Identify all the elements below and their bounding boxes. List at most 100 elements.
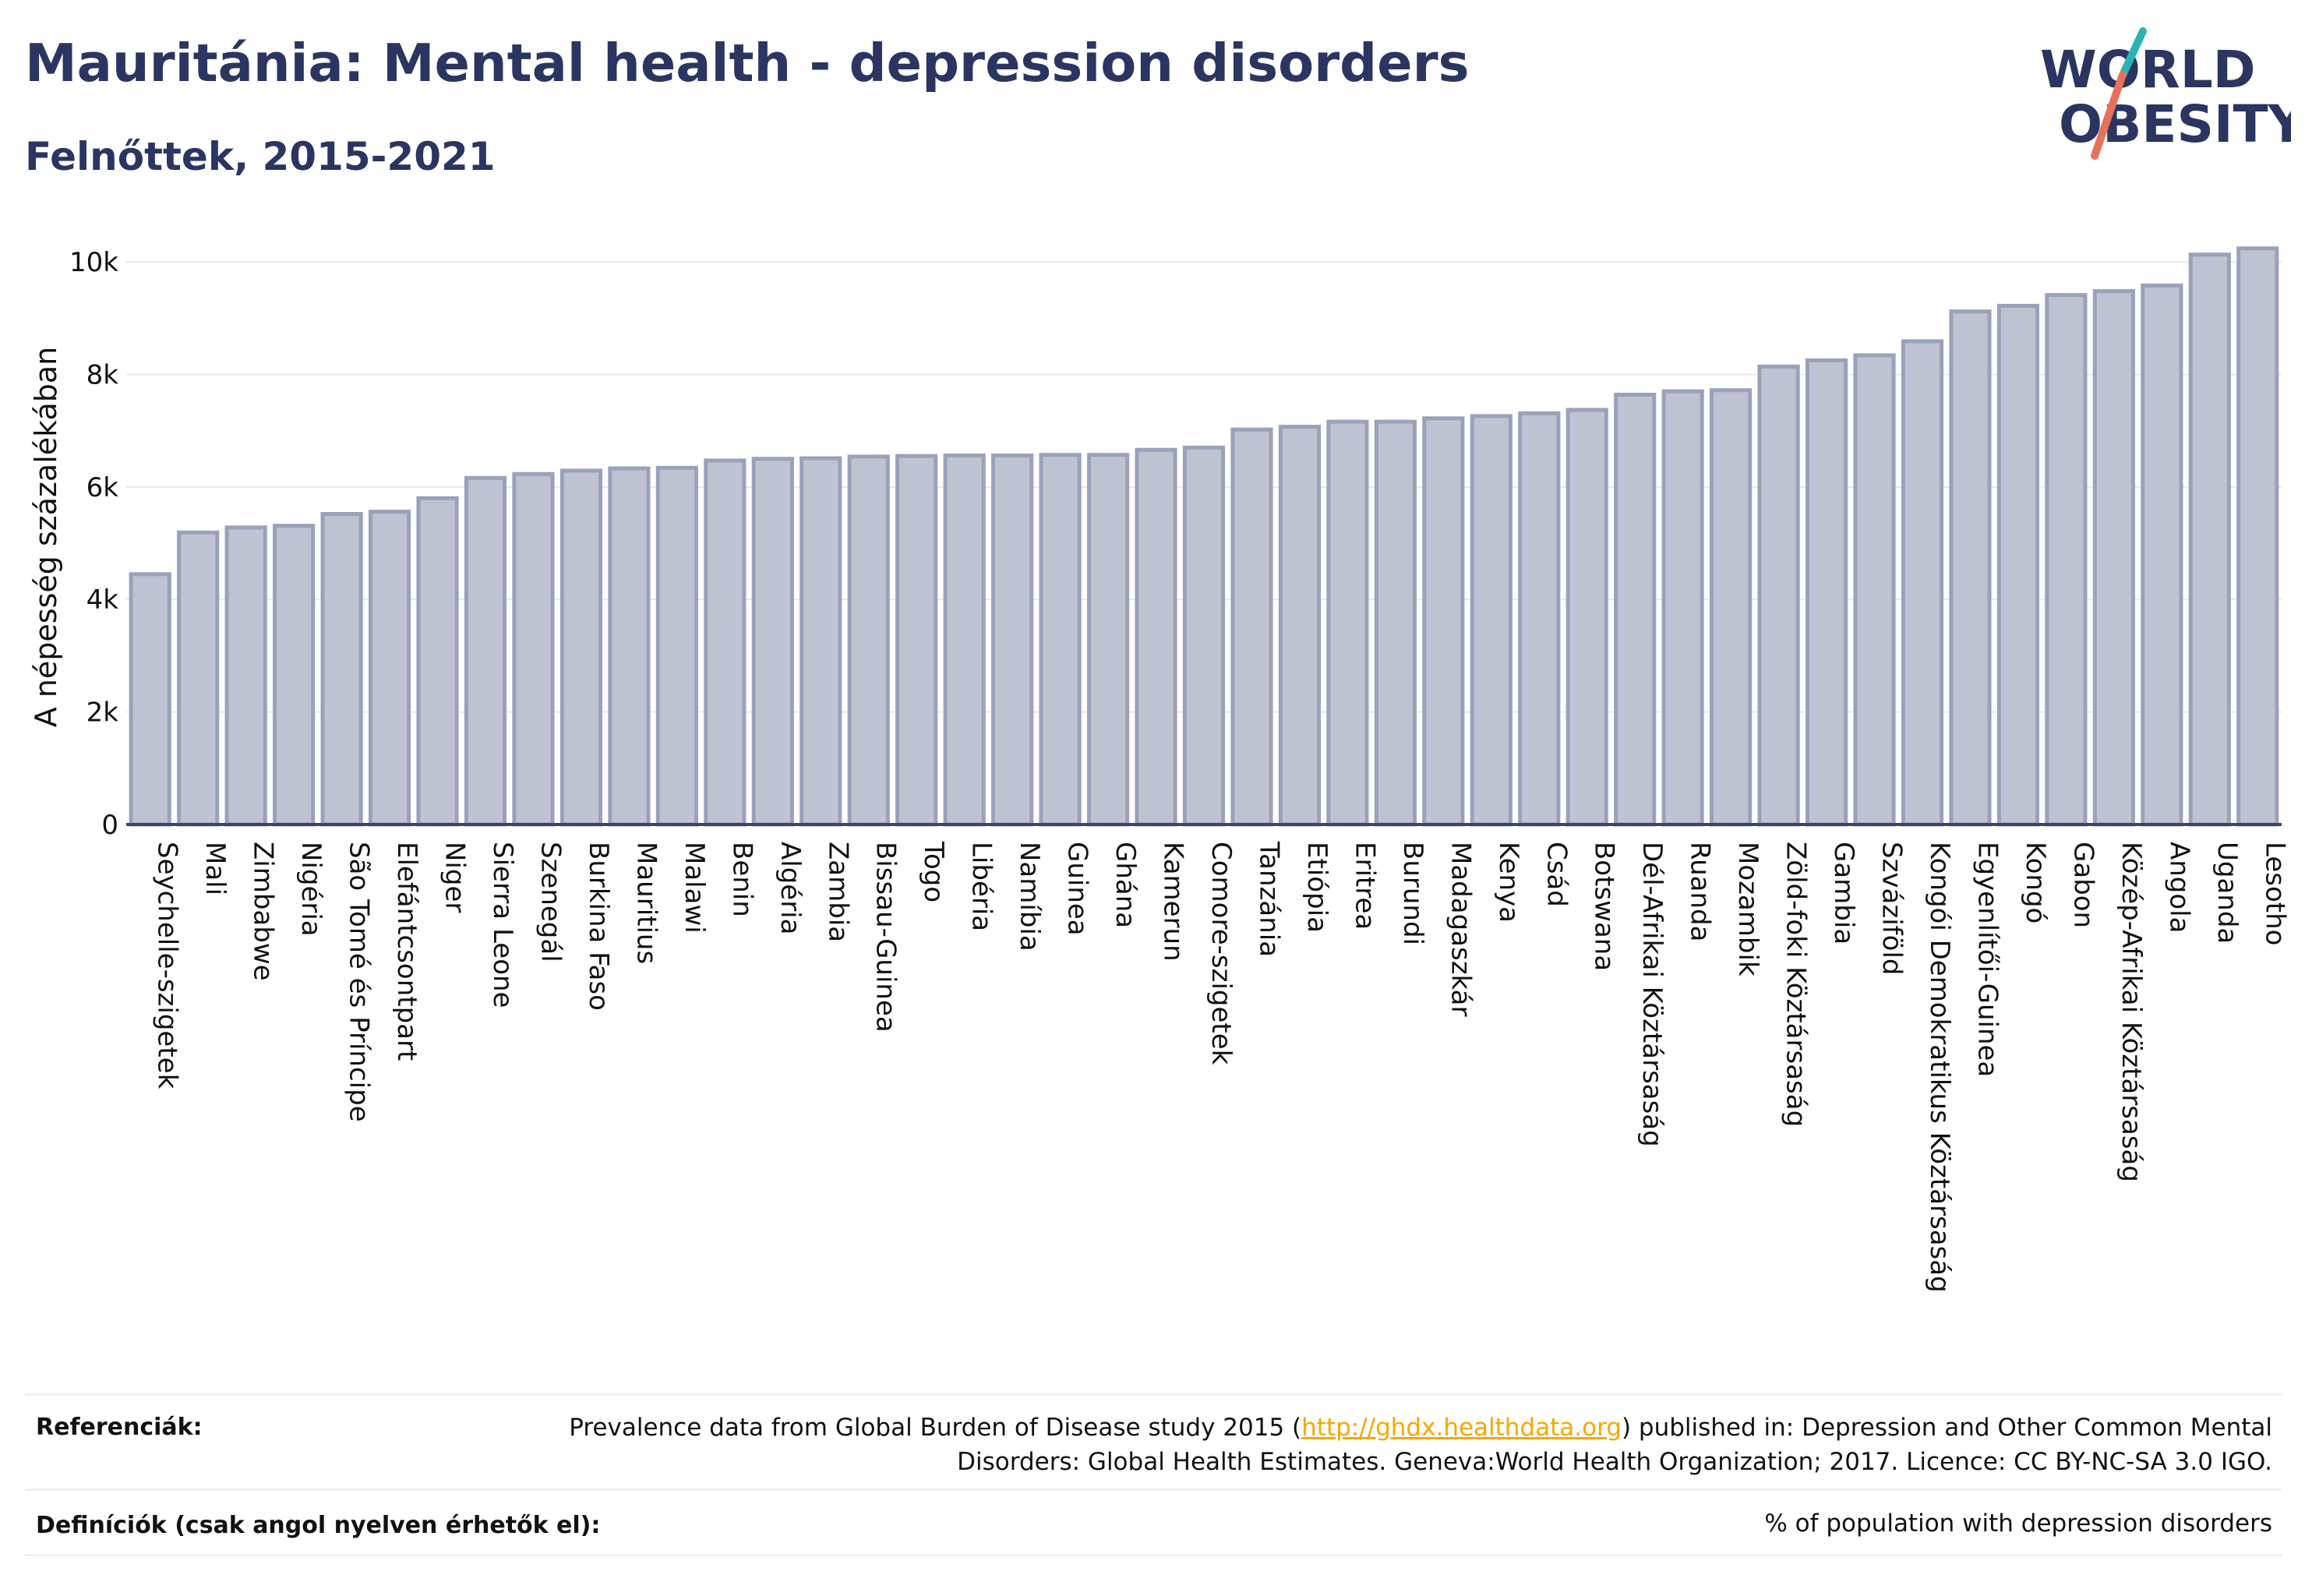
page-title: Mauritánia: Mental health - depression d… <box>25 33 1470 94</box>
x-tick-label: Benin <box>726 842 757 917</box>
label-layer: 0 2k 4k 6k 8k 10k Seychelle-szigetek Mali Zimbab… <box>29 247 2290 1293</box>
x-tick-label: Togo <box>918 841 949 902</box>
references-link[interactable]: http://ghdx.healthdata.org <box>1301 1414 1622 1442</box>
bar <box>1422 416 1465 827</box>
x-tick-label: Etiópia <box>1301 842 1333 933</box>
bar <box>655 465 698 827</box>
x-tick-label: Gabon <box>2067 842 2099 928</box>
x-tick-label: Nigéria <box>295 842 327 937</box>
logo-slash-teal <box>2120 27 2147 76</box>
bar <box>1710 388 1753 827</box>
bar <box>1326 419 1369 827</box>
bar <box>129 572 171 827</box>
x-tick-label: Mali <box>199 842 231 895</box>
bar <box>943 453 986 827</box>
x-tick-label: Sierra Leone <box>487 842 518 1008</box>
bar <box>751 457 794 827</box>
x-tick-label: Burkina Faso <box>583 842 614 1011</box>
y-tick-label: 0 <box>101 810 118 841</box>
bar <box>1757 364 1800 827</box>
page-subtitle: Felnőttek, 2015-2021 <box>25 134 496 179</box>
x-tick-label: Ruanda <box>1685 842 1716 941</box>
logo-slash-coral <box>2091 71 2127 160</box>
x-tick-label: Uganda <box>2211 842 2243 944</box>
y-tick-label: 6k <box>86 472 119 503</box>
y-tick-label: 4k <box>86 584 119 616</box>
bar-layer <box>129 246 2279 827</box>
footer-divider-top <box>25 1393 2282 1396</box>
x-tick-label: Csád <box>1541 842 1572 907</box>
y-tick-label: 10k <box>69 247 118 278</box>
references-text-end: ) published in: Depression and Other Com… <box>957 1414 2272 1476</box>
y-tick-label: 8k <box>86 359 119 390</box>
bar-chart: 0 2k 4k 6k 8k 10k Seychelle-szigetek Mali Zimbab… <box>29 246 2290 1293</box>
bar <box>1374 419 1417 827</box>
bar <box>608 466 651 827</box>
references-text: Prevalence data from Global Burden of Di… <box>480 1411 2272 1479</box>
x-tick-label: Elefántcsontpart <box>391 842 422 1061</box>
x-tick-label: Egyenlítői-Guinea <box>1971 842 2003 1077</box>
x-tick-label: Mozambik <box>1732 842 1763 976</box>
y-axis-label: A népesség százalékában <box>29 347 63 728</box>
x-tick-label: Dél-Afrikai Köztársaság <box>1636 842 1668 1147</box>
bar <box>1853 353 1896 827</box>
bar <box>895 454 938 827</box>
bar <box>1518 411 1561 827</box>
bar <box>1278 425 1322 827</box>
x-tick-label: Malawi <box>679 842 710 934</box>
x-tick-label: Tanzánia <box>1253 841 1284 957</box>
bar <box>559 468 603 827</box>
x-tick-label: Közép-Afrikai Köztársaság <box>2116 842 2147 1182</box>
bar <box>847 454 890 827</box>
x-tick-label: Burundi <box>1397 842 1428 945</box>
bar <box>1086 453 1130 827</box>
bar <box>1901 339 1944 827</box>
x-tick-label: Bissau-Guinea <box>870 842 902 1033</box>
footer-divider-middle <box>25 1488 2282 1491</box>
references-label: Referenciák: <box>36 1414 203 1441</box>
x-tick-label: Madagaszkár <box>1445 842 1476 1016</box>
footer-divider-bottom <box>25 1554 2282 1556</box>
x-tick-label: Libéria <box>966 842 997 931</box>
bar <box>2188 252 2231 827</box>
bar <box>800 456 842 827</box>
bar <box>1996 303 2040 827</box>
bar <box>273 524 316 827</box>
bar <box>991 453 1034 827</box>
definitions-text: % of population with depression disorder… <box>1764 1509 2272 1538</box>
x-tick-label: Szenegál <box>535 842 566 962</box>
bar <box>320 512 363 827</box>
bar <box>1614 392 1657 827</box>
x-tick-label: Zimbabwe <box>248 842 279 981</box>
bar <box>177 530 220 827</box>
bar <box>1661 389 1704 827</box>
x-tick-label: Namíbia <box>1014 842 1045 952</box>
bar <box>1949 309 1992 827</box>
bar <box>2141 283 2183 827</box>
x-tick-label: Kongói Demokratikus Köztársaság <box>1924 842 1955 1293</box>
references-text-start: Prevalence data from Global Burden of Di… <box>569 1414 1302 1442</box>
x-tick-label: Mauritius <box>630 842 662 964</box>
bar <box>464 475 507 827</box>
bar <box>512 471 555 827</box>
bar <box>2236 246 2279 827</box>
bar <box>1182 445 1226 827</box>
x-tick-label: Angola <box>2163 842 2194 933</box>
x-tick-label: Comore-szigetek <box>1205 842 1237 1065</box>
x-tick-label: Ghána <box>1110 842 1141 928</box>
bar <box>1135 447 1177 827</box>
y-tick-label: 2k <box>86 697 119 729</box>
bar <box>2045 293 2088 827</box>
x-tick-label: Kenya <box>1493 842 1524 923</box>
x-tick-label: Zöld-foki Köztársaság <box>1781 842 1812 1127</box>
x-tick-label: Guinea <box>1062 842 1093 936</box>
bar <box>1565 408 1608 827</box>
x-tick-label: Algéria <box>775 842 806 934</box>
x-tick-label: Zambia <box>822 842 853 942</box>
bar <box>704 458 747 827</box>
x-tick-label: São Tomé és Príncipe <box>344 842 375 1122</box>
bar <box>368 510 411 827</box>
x-tick-label: Kongó <box>2020 842 2051 923</box>
bar <box>2092 289 2135 827</box>
x-tick-label: Niger <box>439 842 471 913</box>
